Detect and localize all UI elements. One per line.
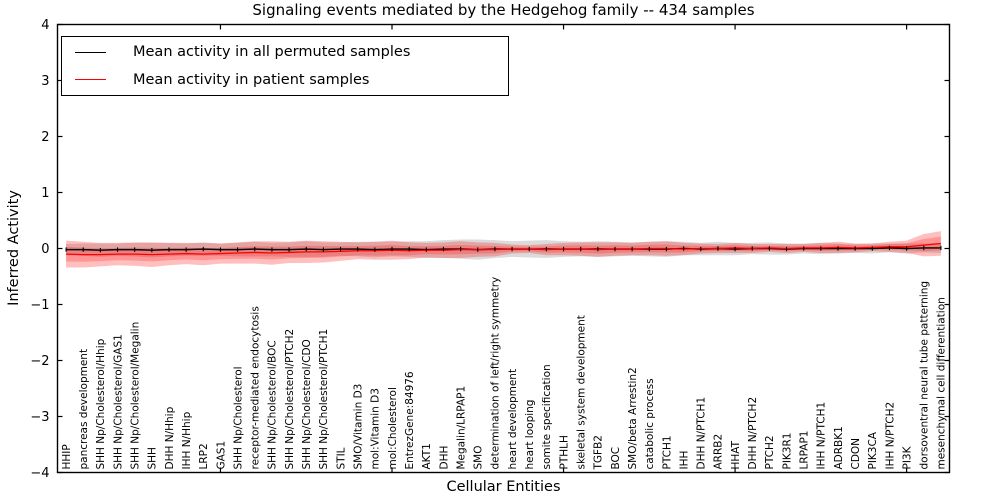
x-category-label: DHH N/Hhip (164, 406, 176, 469)
x-category-label: TGFB2 (593, 435, 605, 470)
x-category-label: determination of left/right symmetry (490, 277, 502, 470)
x-category-label: PTCH2 (764, 435, 776, 469)
x-category-label: EntrezGene:84976 (404, 371, 416, 469)
x-category-label: PI3K (901, 445, 913, 469)
y-tick-label: 0 (41, 242, 49, 257)
x-category-label: Megalin/LRPAP1 (455, 386, 467, 470)
x-category-label: SHH Np/Cholesterol/PTCH2 (284, 329, 296, 470)
x-category-label: SMO (473, 446, 485, 470)
x-category-label: SMO/beta Arrestin2 (627, 367, 639, 469)
y-tick-label: 3 (41, 74, 49, 89)
x-category-label: HHIP (61, 444, 73, 469)
x-category-label: GAS1 (215, 441, 227, 470)
y-tick-label: −2 (30, 354, 49, 369)
x-category-label: SHH (147, 447, 159, 469)
x-category-label: SHH Np/Cholesterol/PTCH1 (318, 329, 330, 470)
x-category-label: SHH Np/Cholesterol/Hhip (95, 338, 107, 469)
x-axis-label: Cellular Entities (446, 479, 561, 495)
x-category-label: ARRB2 (713, 434, 725, 470)
x-category-label: DHH N/PTCH1 (696, 397, 708, 470)
x-category-label: AKT1 (421, 443, 433, 469)
x-category-label: STIL (335, 447, 347, 469)
legend-label: Mean activity in patient samples (133, 71, 370, 88)
y-tick-label: 4 (41, 18, 49, 33)
y-tick-label: −4 (30, 466, 49, 481)
x-category-label: PIK3CA (867, 431, 879, 469)
legend-item-permuted: Mean activity in all permuted samples (75, 40, 508, 64)
x-category-label: SHH Np/Cholesterol/CDO (301, 339, 313, 469)
x-category-label: somite specification (541, 364, 553, 469)
x-category-label: SHH Np/Cholesterol/BOC (267, 340, 279, 469)
x-category-label: mol:Cholesterol (387, 387, 399, 469)
x-category-label: ADRBK1 (833, 426, 845, 469)
x-category-label: SHH Np/Cholesterol/Megalin (129, 322, 141, 470)
x-category-label: DHH N/PTCH2 (747, 397, 759, 470)
x-category-label: PIK3R1 (781, 433, 793, 470)
x-category-label: LRP2 (198, 443, 210, 469)
x-category-label: catabolic process (644, 378, 656, 469)
x-category-label: mol:Vitamin D3 (370, 388, 382, 469)
chart-legend: Mean activity in all permuted samples Me… (61, 36, 509, 96)
x-category-label: IHH N/Hhip (181, 411, 193, 469)
chart-title: Signaling events mediated by the Hedgeho… (252, 1, 755, 19)
x-category-label: HHAT (730, 440, 742, 469)
x-category-label: CDON (850, 438, 862, 470)
legend-label: Mean activity in all permuted samples (133, 44, 411, 61)
y-tick-label: 1 (41, 186, 49, 201)
x-category-label: SHH Np/Cholesterol/GAS1 (112, 334, 124, 469)
x-category-label: DHH (438, 446, 450, 470)
y-tick-label: −1 (30, 298, 49, 313)
patient-mean-line (66, 242, 941, 256)
permuted-line-swatch-icon (75, 51, 106, 53)
x-category-label: heart development (507, 369, 519, 470)
y-tick-label: 2 (41, 130, 49, 145)
x-category-label: skeletal system development (575, 315, 587, 469)
x-category-label: PTCH1 (661, 435, 673, 469)
x-category-label: BOC (610, 447, 622, 470)
x-category-label: receptor-mediated endocytosis (250, 306, 262, 469)
x-category-label: heart looping (524, 400, 536, 470)
y-tick-label: −3 (30, 410, 49, 425)
x-category-label: LRPAP1 (798, 430, 810, 469)
x-category-label: pancreas development (78, 349, 90, 470)
x-category-label: SMO/Vitamin D3 (352, 384, 364, 470)
x-category-label: IHH N/PTCH2 (884, 402, 896, 470)
x-category-label: mesenchymal cell differentiation (936, 297, 948, 469)
patient-line-swatch-icon (75, 79, 106, 81)
x-category-label: PTHLH (558, 435, 570, 469)
x-category-label: IHH (678, 451, 690, 470)
legend-item-patient: Mean activity in patient samples (75, 68, 508, 92)
x-category-label: IHH N/PTCH1 (816, 402, 828, 470)
x-category-label: dorsoventral neural tube patterning (919, 281, 931, 470)
x-category-label: SHH Np/Cholesterol (232, 366, 244, 469)
